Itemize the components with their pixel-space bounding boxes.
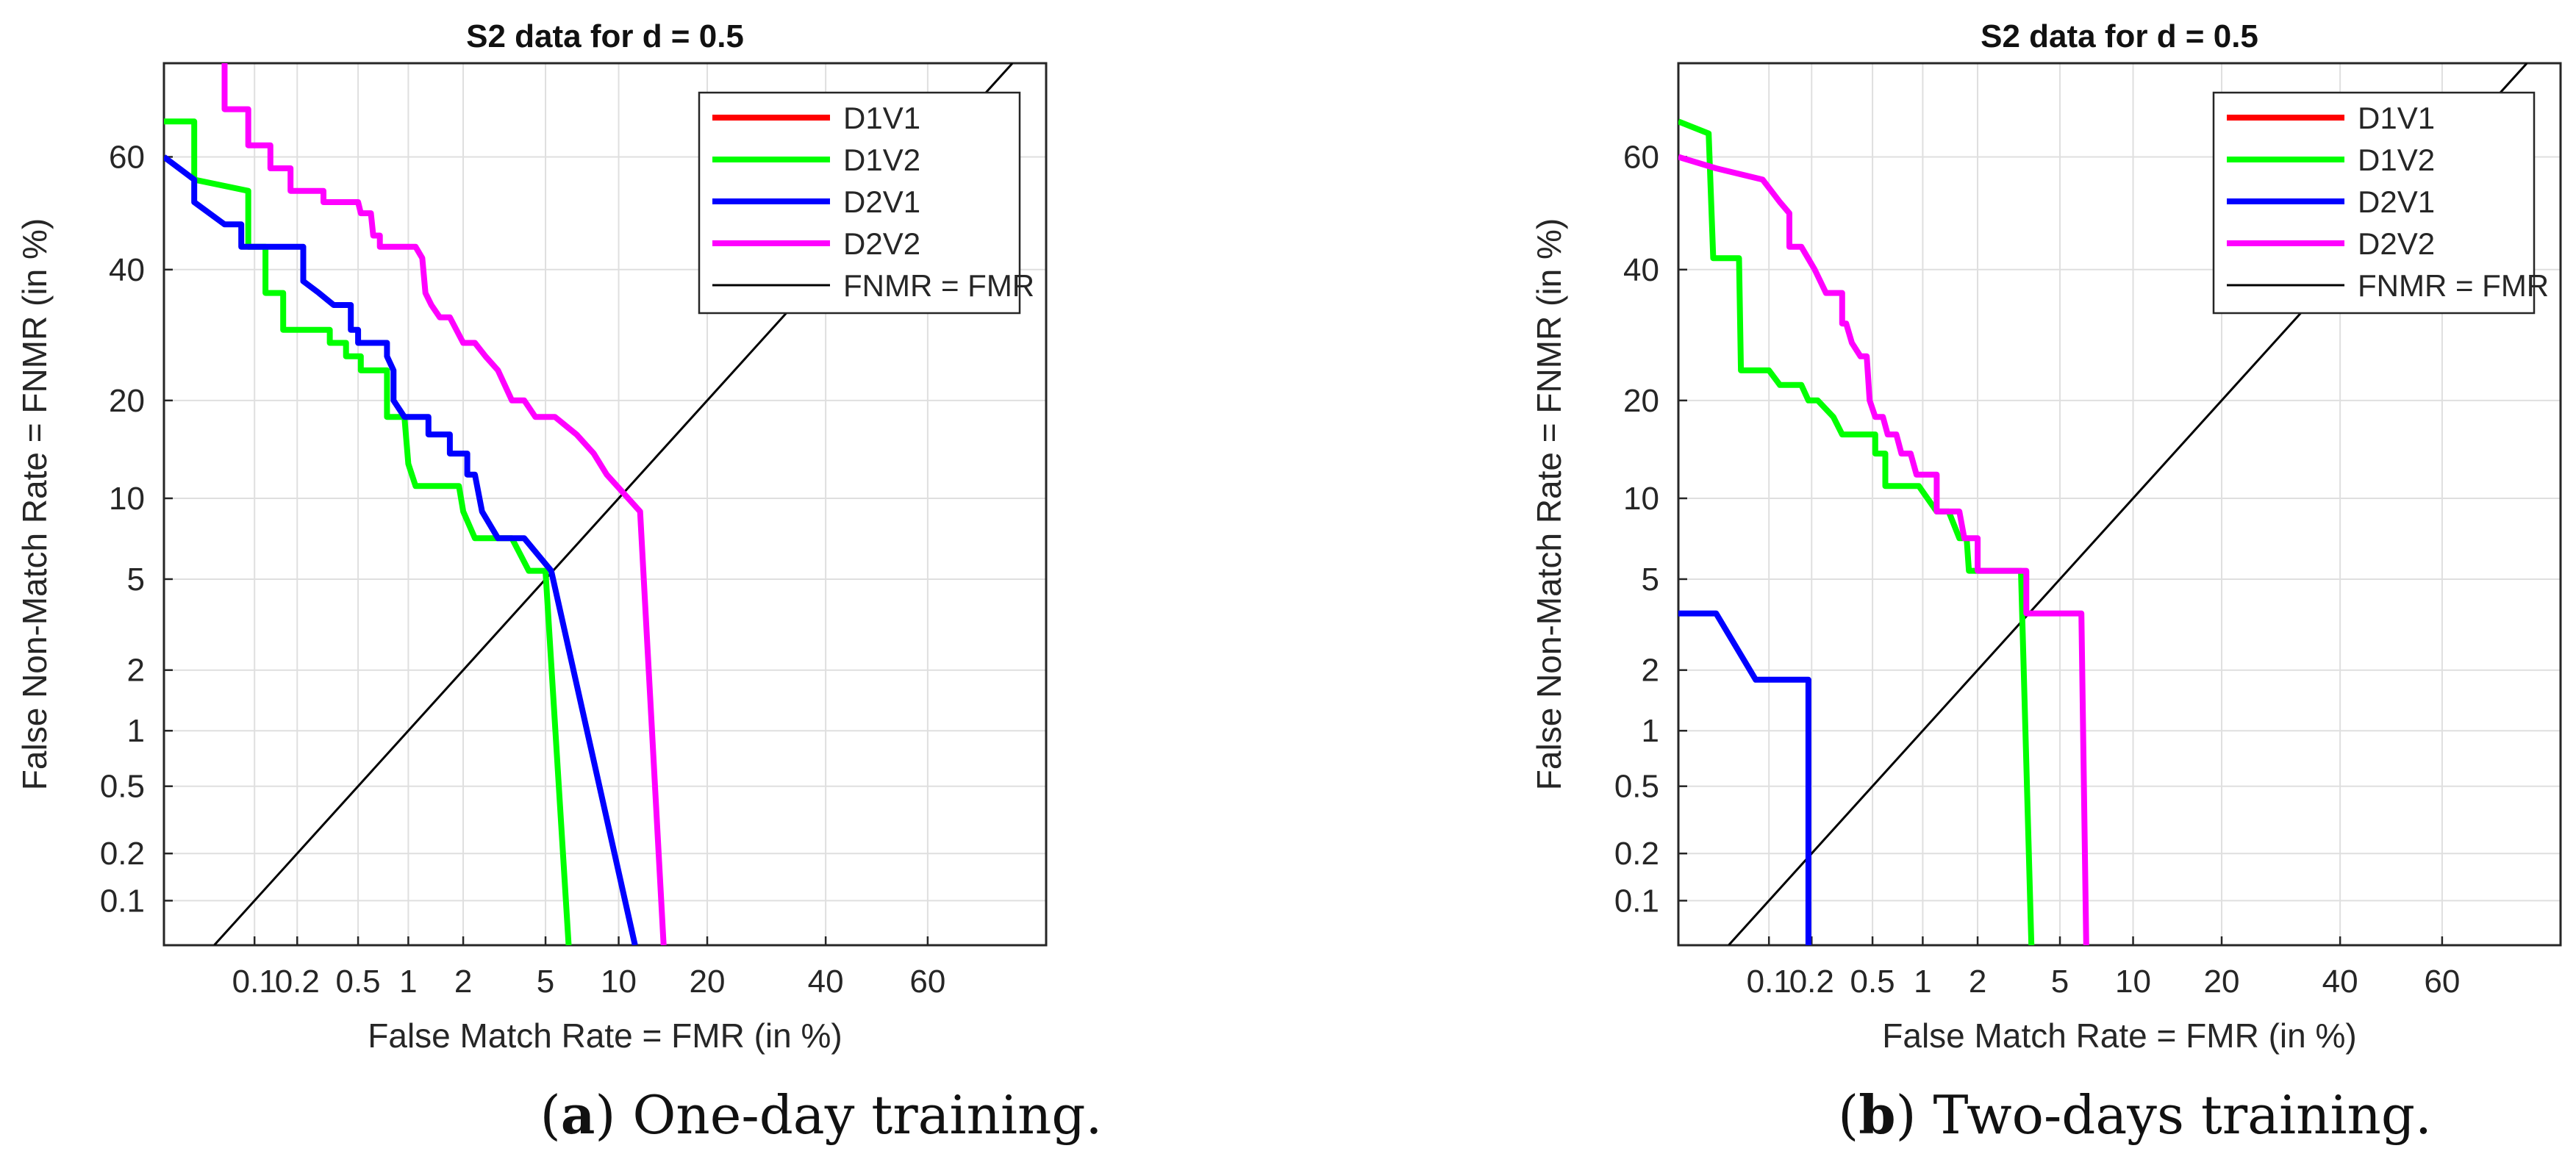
x-tick-label: 1 [399, 964, 417, 1000]
y-tick-label: 5 [1642, 562, 1659, 598]
x-axis-label: False Match Rate = FMR (in %) [1882, 1017, 2356, 1055]
y-tick-label: 10 [109, 481, 145, 517]
y-tick-label: 20 [109, 383, 145, 419]
x-tick-label: 2 [454, 964, 472, 1000]
legend-label: D1V2 [2358, 143, 2435, 177]
x-tick-label: 0.2 [275, 964, 320, 1000]
x-axis-label: False Match Rate = FMR (in %) [368, 1017, 842, 1055]
chart-title: S2 data for d = 0.5 [1981, 18, 2258, 54]
y-tick-label: 10 [1623, 481, 1659, 517]
x-tick-label: 60 [2424, 964, 2460, 1000]
x-tick-label: 20 [690, 964, 726, 1000]
y-tick-label: 0.2 [100, 836, 145, 872]
plot-frame [1677, 62, 2562, 947]
y-axis-label: False Non-Match Rate = FNMR (in %) [15, 218, 54, 790]
x-tick-label: 40 [2322, 964, 2358, 1000]
legend-label: D1V1 [2358, 101, 2435, 135]
panel-a: 0.10.2 0.5 1 2 5 10 20 40 600.10.20.512510204060… [15, 18, 1102, 1146]
x-tick-label: 2 [1969, 964, 1986, 1000]
series-line-d1v2 [1678, 118, 2035, 945]
y-tick-label: 0.1 [100, 883, 145, 919]
y-tick-label: 5 [127, 562, 145, 598]
y-tick-label: 2 [127, 653, 145, 689]
chart-title: S2 data for d = 0.5 [466, 18, 744, 54]
y-tick-label: 0.5 [100, 769, 145, 805]
caption-text: ) One-day training. [595, 1084, 1102, 1146]
legend-label: D1V1 [843, 101, 920, 135]
legend-label: D2V2 [2358, 226, 2435, 261]
x-tick-label: 0.1 [232, 964, 277, 1000]
x-tick-label: 20 [2204, 964, 2240, 1000]
x-tick-label: 0.1 [1747, 964, 1792, 1000]
legend-label: FNMR = FMR [843, 268, 1034, 303]
legend-label: D1V2 [843, 143, 920, 177]
legend-label: D2V1 [2358, 184, 2435, 219]
caption-text: ) Two-days training. [1896, 1084, 2432, 1146]
caption-label: a [561, 1083, 595, 1146]
y-axis-label: False Non-Match Rate = FNMR (in %) [1530, 218, 1568, 790]
x-tick-label: 0.2 [1789, 964, 1834, 1000]
x-tick-label: 5 [537, 964, 554, 1000]
y-tick-label: 40 [109, 252, 145, 288]
series-line-d2v1 [164, 154, 638, 945]
x-tick-label: 60 [909, 964, 945, 1000]
y-tick-label: 20 [1623, 383, 1659, 419]
x-tick-label: 1 [1914, 964, 1931, 1000]
x-tick-label: 5 [2051, 964, 2069, 1000]
y-tick-label: 0.2 [1614, 836, 1659, 872]
y-tick-label: 1 [127, 713, 145, 749]
y-tick-label: 40 [1623, 252, 1659, 288]
series-line-d2v1 [1678, 610, 1811, 945]
x-tick-label: 10 [2115, 964, 2151, 1000]
caption-label: b [1858, 1083, 1895, 1146]
legend-label: D2V1 [843, 184, 920, 219]
y-tick-label: 60 [1623, 139, 1659, 175]
series-line-d1v2 [164, 118, 572, 945]
caption-paren: ( [540, 1084, 561, 1146]
figure-caption: (a) One-day training. [540, 1083, 1103, 1146]
y-tick-label: 60 [109, 139, 145, 175]
panel-b: 0.10.2 0.5 1 2 5 10 20 40 600.10.20.512510204060… [1530, 18, 2562, 1146]
y-tick-label: 2 [1642, 653, 1659, 689]
x-tick-label: 10 [601, 964, 637, 1000]
x-tick-label: 0.5 [335, 964, 380, 1000]
plot-frame [162, 62, 1048, 947]
y-tick-label: 0.1 [1614, 883, 1659, 919]
series-line-d2v2 [1678, 154, 2089, 945]
series-line-d2v2 [221, 63, 667, 945]
legend-label: FNMR = FMR [2358, 268, 2549, 303]
x-tick-label: 0.5 [1850, 964, 1895, 1000]
y-tick-label: 0.5 [1614, 769, 1659, 805]
legend-label: D2V2 [843, 226, 920, 261]
y-tick-label: 1 [1642, 713, 1659, 749]
figure-caption: (b) Two-days training. [1838, 1083, 2432, 1146]
caption-paren: ( [1838, 1084, 1858, 1146]
x-tick-label: 40 [808, 964, 844, 1000]
